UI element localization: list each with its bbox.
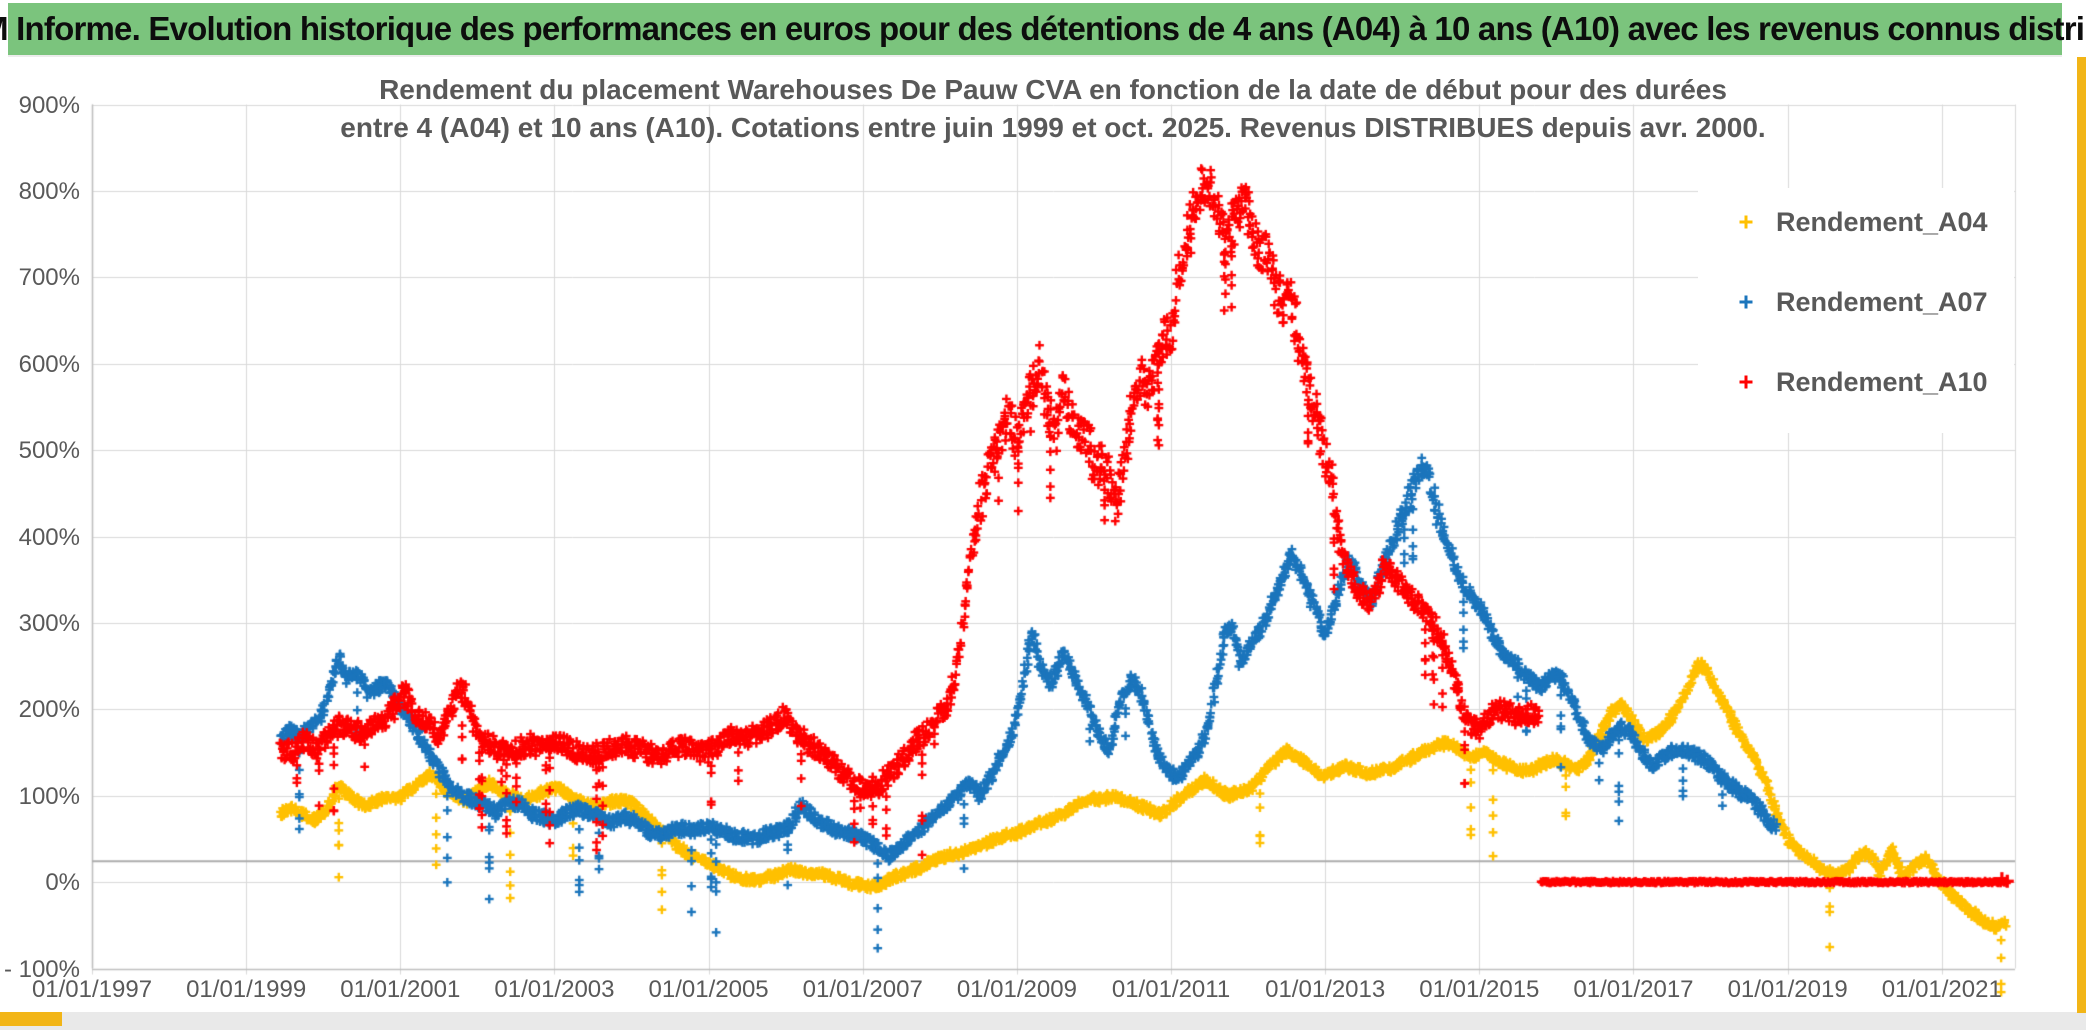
y-tick-label: 100% <box>18 782 80 810</box>
x-tick-label: 01/01/1997 <box>31 976 153 1003</box>
gold-corner-accent <box>0 1012 62 1026</box>
legend-item-a07: Rendement_A07 <box>1738 280 1988 324</box>
plus-marker-icon <box>1739 375 1753 389</box>
y-tick-label: 300% <box>18 609 80 637</box>
legend-label-a07: Rendement_A07 <box>1776 286 1988 317</box>
y-tick-label: 200% <box>18 696 80 724</box>
legend-item-a04: Rendement_A04 <box>1738 200 1988 244</box>
x-tick-label: 01/01/2015 <box>1419 976 1540 1003</box>
y-tick-label: 600% <box>18 350 80 378</box>
x-tick-label: 01/01/2003 <box>494 976 615 1003</box>
y-tick-label: 800% <box>18 177 80 205</box>
chart-title-line1: Rendement du placement Warehouses De Pau… <box>379 74 1727 105</box>
chart-title-line2: entre 4 (A04) et 10 ans (A10). Cotations… <box>340 112 1766 143</box>
y-tick-label: 900% <box>18 91 80 119</box>
y-tick-label: 500% <box>18 437 80 465</box>
chart-legend: Rendement_A04 Rendement_A07 Rendement_A1… <box>1698 188 2014 433</box>
legend-label-a04: Rendement_A04 <box>1776 206 1988 237</box>
legend-item-a10: Rendement_A10 <box>1738 360 1988 404</box>
plus-marker-icon <box>1739 215 1753 229</box>
plus-marker-icon <box>1739 295 1753 309</box>
y-tick-label: 0% <box>45 869 80 897</box>
x-tick-label: 01/01/2021 <box>1881 976 2002 1003</box>
x-tick-label: 01/01/2011 <box>1111 976 1231 1003</box>
x-tick-label: 01/01/2007 <box>802 976 923 1003</box>
x-tick-label: 01/01/2013 <box>1265 976 1386 1003</box>
x-tick-label: 01/01/2001 <box>340 976 461 1003</box>
gold-right-stripe <box>2077 57 2086 1013</box>
x-tick-label: 01/01/2005 <box>648 976 769 1003</box>
y-tick-label: 400% <box>18 523 80 551</box>
x-tick-label: 01/01/2019 <box>1727 976 1848 1003</box>
x-tick-label: 01/01/2009 <box>956 976 1077 1003</box>
x-tick-label: 01/01/1999 <box>186 976 307 1003</box>
x-tick-label: 01/01/2017 <box>1573 976 1694 1003</box>
legend-label-a10: Rendement_A10 <box>1776 366 1988 397</box>
bottom-gray-strip <box>0 1012 2086 1030</box>
y-tick-label: - 100% <box>3 955 80 983</box>
y-tick-label: 700% <box>18 264 80 292</box>
